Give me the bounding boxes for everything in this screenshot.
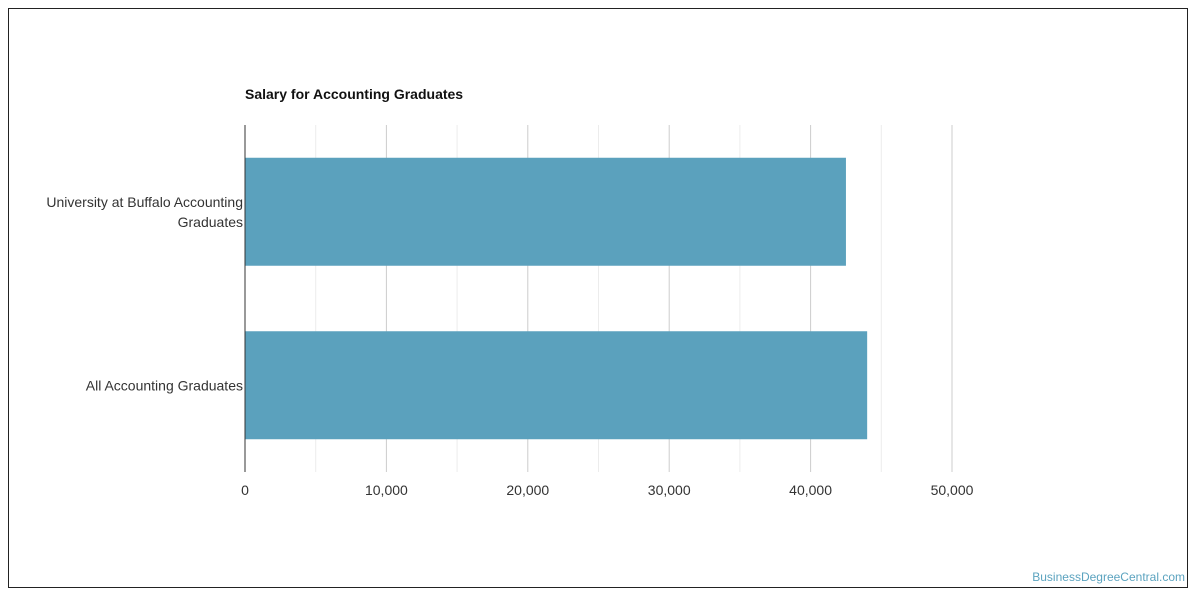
x-tick-label: 30,000: [648, 482, 691, 498]
watermark: BusinessDegreeCentral.com: [1032, 570, 1185, 584]
category-labels: University at Buffalo Accounting Graduate…: [46, 194, 243, 394]
category-label: University at Buffalo Accounting: [46, 194, 243, 210]
x-tick-label: 40,000: [789, 482, 832, 498]
chart-frame: [8, 8, 1188, 588]
category-label: Graduates: [178, 214, 243, 230]
x-tick-label: 10,000: [365, 482, 408, 498]
x-tick-label: 20,000: [506, 482, 549, 498]
x-tick-label: 50,000: [931, 482, 974, 498]
bar: [245, 157, 846, 266]
x-tick-labels: 0 10,000 20,000 30,000 40,000 50,000: [241, 482, 974, 498]
x-tick-label: 0: [241, 482, 249, 498]
bars: [245, 157, 868, 440]
chart-title: Salary for Accounting Graduates: [245, 86, 464, 102]
bar: [245, 331, 868, 440]
category-label: All Accounting Graduates: [86, 377, 243, 393]
